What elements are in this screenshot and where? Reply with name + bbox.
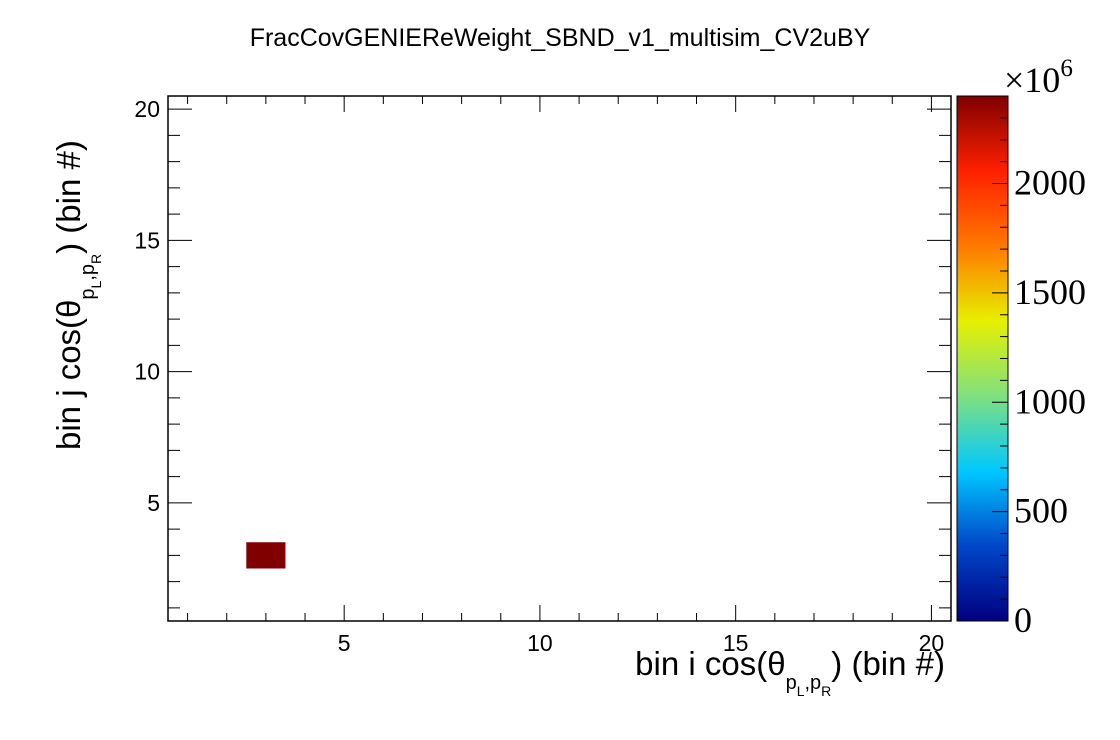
x-axis-label: bin i cos(θpL,pR) (bin #) — [635, 645, 945, 699]
y-tick-label: 10 — [134, 359, 160, 385]
heatmap-cells — [246, 542, 286, 569]
colorbar-tick-label: 0 — [1014, 600, 1032, 640]
colorbar-tick-label: 2000 — [1014, 163, 1086, 203]
colorbar-tick-label: 500 — [1014, 491, 1068, 531]
x-tick-label: 15 — [723, 630, 749, 656]
x-tick-label: 5 — [338, 630, 351, 656]
heatmap-cell — [246, 542, 286, 569]
y-axis-label: bin j cos(θpL,pR) (bin #) — [50, 140, 104, 450]
colorbar-tick-label: 1000 — [1014, 381, 1086, 421]
colorbar-ticks: 0 500 1000 1500 2000 — [992, 95, 1086, 640]
chart-title: FracCovGENIEReWeight_SBND_v1_multisim_CV… — [250, 24, 871, 52]
x-tick-label: 10 — [527, 630, 553, 656]
x-tick-label: 20 — [919, 630, 945, 656]
y-tick-label: 15 — [134, 227, 160, 253]
plot-frame — [167, 95, 952, 622]
y-tick-label: 5 — [147, 490, 160, 516]
colorbar-tick-label: 1500 — [1014, 272, 1086, 312]
y-axis-ticks: 5 10 15 20 — [134, 96, 951, 609]
x-axis-ticks: 5 10 15 20 — [187, 96, 945, 656]
colorbar-multiplier: ×106 — [1004, 55, 1073, 100]
y-tick-label: 20 — [134, 96, 160, 122]
